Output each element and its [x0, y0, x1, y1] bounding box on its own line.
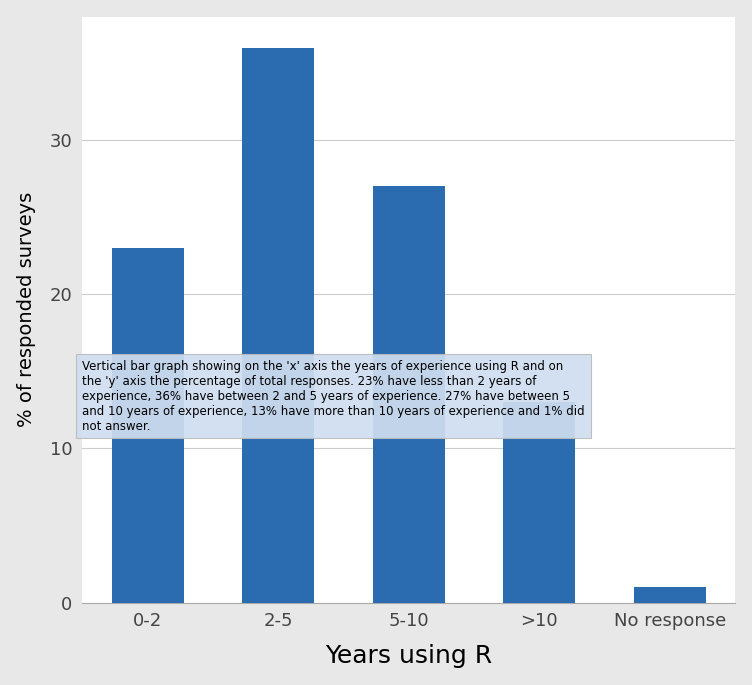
Y-axis label: % of responded surveys: % of responded surveys [17, 192, 35, 427]
Bar [242, 47, 314, 603]
Bar [634, 587, 705, 603]
Bar [373, 186, 444, 603]
X-axis label: Years using R: Years using R [325, 645, 493, 669]
Text: Vertical bar graph showing on the 'x' axis the years of experience using R and o: Vertical bar graph showing on the 'x' ax… [82, 360, 584, 432]
Bar [112, 248, 183, 603]
Bar [503, 402, 575, 603]
